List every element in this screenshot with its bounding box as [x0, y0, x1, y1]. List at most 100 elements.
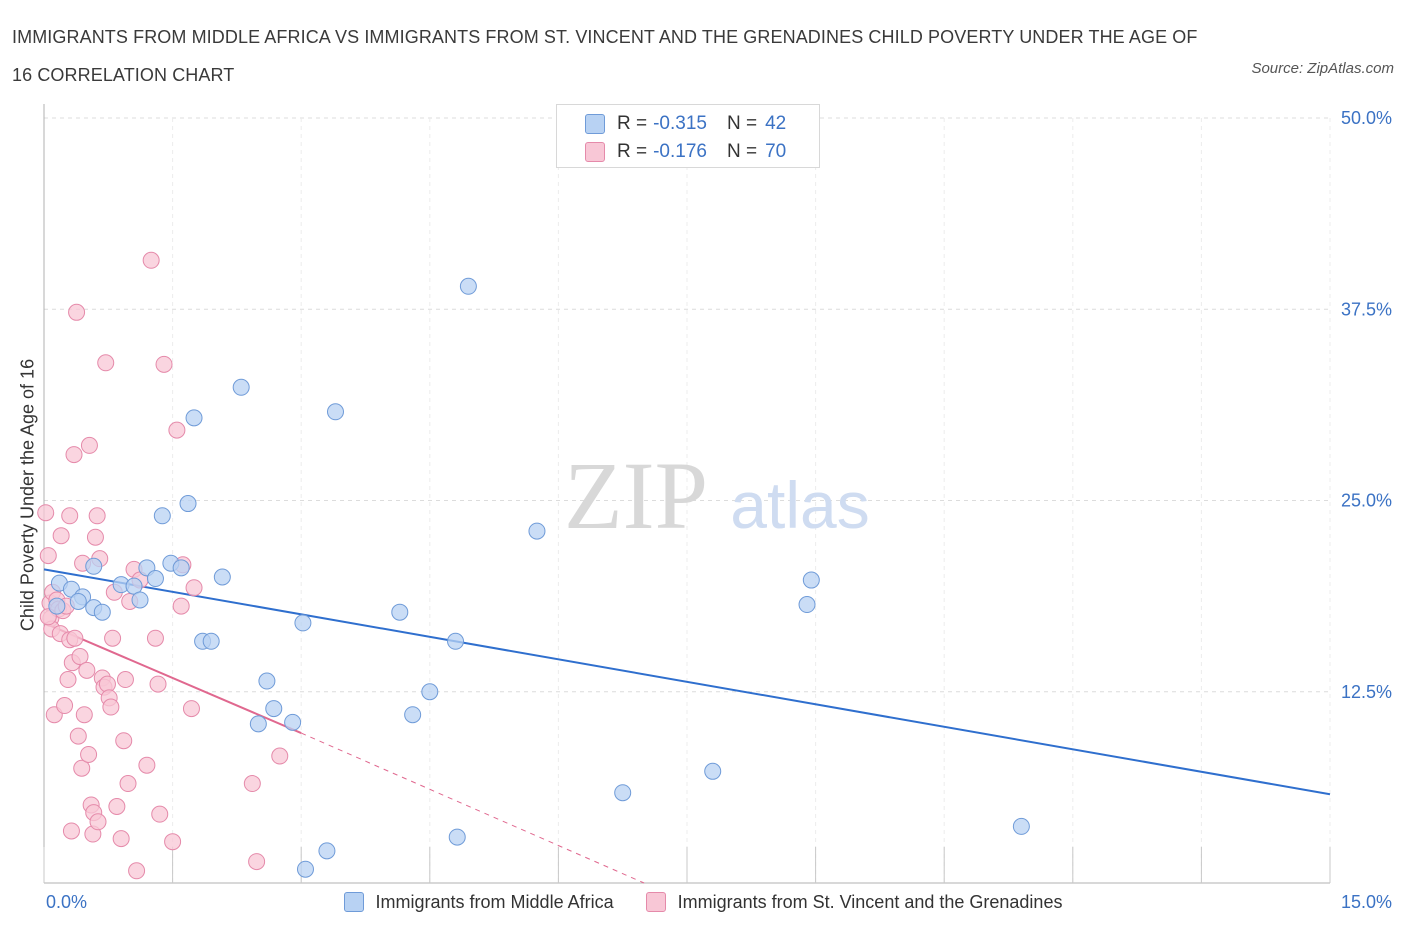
point-st-vincent	[271, 747, 289, 765]
x-tick-label: 15.0%	[1341, 892, 1392, 912]
point-st-vincent	[75, 706, 93, 724]
legend-row-st-vincent: R = -0.176 N = 70	[585, 139, 786, 165]
point-st-vincent	[104, 629, 122, 647]
point-st-vincent	[66, 629, 84, 647]
point-middle-africa	[185, 409, 203, 427]
x-tick-label: 0.0%	[46, 892, 87, 912]
point-st-vincent	[116, 671, 134, 689]
point-middle-africa	[85, 557, 103, 575]
point-st-vincent	[78, 661, 96, 679]
point-middle-africa	[232, 378, 250, 396]
point-middle-africa	[1012, 817, 1030, 835]
point-st-vincent	[149, 675, 167, 693]
point-st-vincent	[182, 700, 200, 718]
point-middle-africa	[326, 403, 344, 421]
y-tick-label: 12.5%	[1341, 682, 1392, 702]
point-middle-africa	[459, 277, 477, 295]
point-middle-africa	[131, 591, 149, 609]
y-axis-label: Child Poverty Under the Age of 16	[17, 358, 38, 632]
point-middle-africa	[153, 507, 171, 525]
trend-line-st-vincent	[43, 621, 302, 734]
series-swatch-pink	[645, 892, 666, 912]
trend-layer	[43, 568, 1331, 884]
point-st-vincent	[128, 862, 146, 880]
point-middle-africa	[265, 700, 283, 718]
point-st-vincent	[108, 798, 126, 815]
point-middle-africa	[447, 632, 465, 650]
point-middle-africa	[249, 715, 267, 733]
watermark-atlas: atlas	[730, 468, 869, 542]
point-middle-africa	[69, 592, 87, 610]
point-st-vincent	[168, 421, 186, 439]
point-st-vincent	[155, 355, 173, 373]
series-legend-item-st-vincent: Immigrants from St. Vincent and the Gren…	[645, 892, 1062, 913]
point-st-vincent	[59, 671, 77, 689]
legend: R = -0.315 N = 42 R = -0.176 N = 70	[556, 104, 820, 168]
point-middle-africa	[296, 860, 314, 878]
y-tick-label: 25.0%	[1341, 491, 1392, 511]
series-legend-item-middle-africa: Immigrants from Middle Africa	[343, 891, 614, 913]
point-st-vincent	[119, 775, 137, 793]
point-st-vincent	[146, 629, 164, 647]
legend-n-label: N =	[726, 141, 758, 162]
point-middle-africa	[202, 632, 220, 650]
point-middle-africa	[48, 597, 66, 615]
point-middle-africa	[528, 522, 546, 540]
point-middle-africa	[258, 672, 276, 690]
legend-n-value: 70	[765, 141, 787, 162]
point-st-vincent	[138, 756, 156, 774]
point-st-vincent	[52, 527, 70, 545]
series-swatch-blue	[343, 892, 364, 912]
point-st-vincent	[102, 698, 120, 716]
chart-title: IMMIGRANTS FROM MIDDLE AFRICA VS IMMIGRA…	[12, 27, 1198, 85]
watermark-zip: ZIP	[564, 442, 708, 549]
point-st-vincent	[56, 697, 74, 715]
point-st-vincent	[80, 436, 98, 454]
point-st-vincent	[248, 853, 266, 871]
point-st-vincent	[97, 354, 115, 372]
legend-r-value: -0.315	[653, 113, 707, 134]
point-middle-africa	[172, 559, 190, 577]
point-st-vincent	[112, 830, 130, 848]
points-layer	[37, 251, 1030, 880]
point-middle-africa	[421, 683, 439, 701]
point-st-vincent	[86, 528, 104, 546]
legend-row-middle-africa: R = -0.315 N = 42	[585, 111, 786, 137]
trend-line-middle-africa	[43, 568, 1331, 796]
legend-r-label: R =	[617, 141, 648, 162]
point-st-vincent	[65, 446, 83, 464]
watermark: ZIP atlas	[564, 442, 870, 549]
point-middle-africa	[614, 784, 632, 802]
point-st-vincent	[172, 597, 190, 615]
point-st-vincent	[151, 805, 169, 823]
point-middle-africa	[404, 706, 422, 724]
point-middle-africa	[294, 614, 312, 632]
point-st-vincent	[243, 775, 261, 793]
point-middle-africa	[179, 495, 197, 513]
legend-n-value: 42	[765, 113, 787, 134]
point-st-vincent	[185, 579, 203, 597]
point-st-vincent	[68, 303, 86, 321]
y-tick-label: 50.0%	[1341, 108, 1392, 128]
point-st-vincent	[71, 648, 89, 666]
point-middle-africa	[704, 762, 722, 780]
legend-r-label: R =	[617, 113, 648, 134]
legend-n-label: N =	[726, 113, 758, 134]
series-name: Immigrants from Middle Africa	[375, 891, 614, 912]
point-middle-africa	[284, 713, 302, 731]
point-middle-africa	[798, 596, 816, 614]
point-middle-africa	[802, 571, 820, 589]
legend-r-value: -0.176	[653, 141, 707, 162]
point-middle-africa	[448, 828, 466, 846]
point-st-vincent	[164, 833, 182, 851]
point-st-vincent	[62, 822, 80, 840]
point-st-vincent	[115, 732, 133, 750]
point-st-vincent	[39, 547, 57, 565]
point-st-vincent	[80, 745, 98, 763]
point-st-vincent	[37, 504, 55, 522]
point-middle-africa	[146, 570, 164, 588]
point-st-vincent	[69, 727, 87, 745]
point-st-vincent	[88, 507, 106, 525]
legend-swatch-pink	[585, 142, 605, 162]
